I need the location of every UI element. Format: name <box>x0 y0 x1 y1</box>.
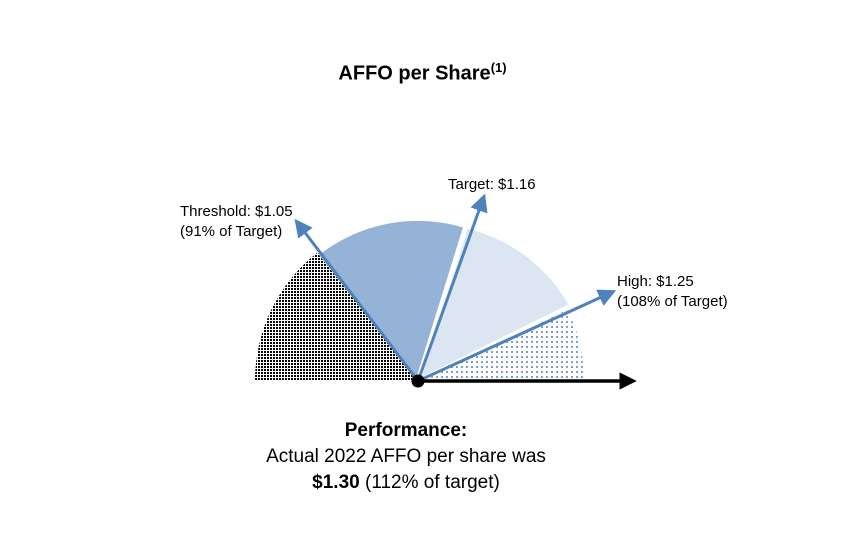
chart-title-text: AFFO per Share <box>338 62 491 85</box>
performance-heading: Performance: <box>344 420 468 441</box>
actual-pct: (112% of target) <box>359 472 500 493</box>
chart-title: AFFO per Share(1) <box>0 60 845 86</box>
target-value: Target: $1.16 <box>448 176 536 193</box>
high-label: High: $1.25 (108% of Target) <box>617 272 728 312</box>
high-pct: (108% of Target) <box>617 293 728 310</box>
threshold-label: Threshold: $1.05 (91% of Target) <box>180 202 293 242</box>
threshold-pct: (91% of Target) <box>180 223 283 240</box>
actual-value: $1.30 <box>312 472 360 493</box>
performance-description: Actual 2022 AFFO per share was <box>266 446 546 467</box>
target-arrow <box>416 193 488 382</box>
threshold-arrow <box>294 218 420 382</box>
high-arrow <box>417 289 617 383</box>
below-threshold-wedge <box>254 252 418 381</box>
threshold-value: Threshold: $1.05 <box>180 203 293 220</box>
gauge-pivot <box>411 374 425 388</box>
chart-title-footnote: (1) <box>490 60 507 75</box>
performance-result: $1.30 (112% of target) <box>0 470 812 496</box>
high-value: High: $1.25 <box>617 273 694 290</box>
performance-summary: Performance: Actual 2022 AFFO per share … <box>0 418 812 496</box>
target-label: Target: $1.16 <box>448 175 536 195</box>
